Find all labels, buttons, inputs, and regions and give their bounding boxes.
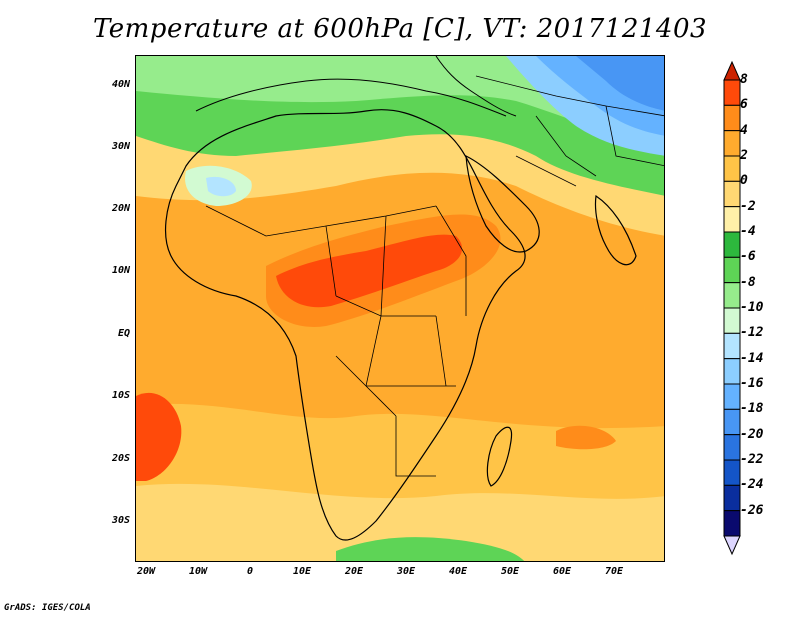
colorbar-swatch bbox=[723, 282, 741, 309]
country-borders bbox=[205, 205, 467, 477]
colorbar-tick-label: -20 bbox=[740, 426, 764, 442]
lat-label-40n: 40N bbox=[111, 79, 130, 90]
colorbar-tick-label: -22 bbox=[740, 452, 764, 467]
far-south-band bbox=[136, 483, 664, 561]
colorbar-tick-label: -26 bbox=[740, 502, 764, 518]
madagascar-coastline bbox=[486, 426, 513, 487]
colorbar-swatch bbox=[723, 358, 741, 385]
africa-coastline bbox=[165, 109, 526, 541]
colorbar-tick-label: 0 bbox=[740, 173, 748, 189]
colorbar-tick-label: -16 bbox=[740, 376, 764, 391]
lon-label-40e: 40E bbox=[448, 566, 468, 577]
colorbar-tick-label: 6 bbox=[740, 97, 748, 113]
colorbar-swatch bbox=[723, 104, 741, 132]
temperature-field bbox=[136, 56, 664, 561]
colorbar-swatch bbox=[723, 434, 741, 461]
lon-label-20w: 20W bbox=[136, 566, 156, 577]
colorbar-swatch bbox=[723, 307, 741, 334]
colorbar-swatch bbox=[723, 155, 741, 182]
colorbar-tick-label: 2 bbox=[740, 148, 748, 163]
central-hottest-region bbox=[276, 234, 463, 308]
colorbar-tick-label: -14 bbox=[740, 350, 764, 366]
colorbar-swatch bbox=[723, 484, 741, 512]
northwest-cold-core bbox=[206, 176, 236, 197]
colorbar-swatch bbox=[723, 231, 741, 258]
map-title: Temperature at 600hPa [C], VT: 201712140… bbox=[92, 14, 708, 44]
colorbar-swatch bbox=[723, 332, 741, 360]
colorbar-tick-label: -12 bbox=[740, 325, 764, 341]
colorbar-swatch bbox=[723, 408, 741, 436]
colorbar-tick-label: -2 bbox=[740, 198, 756, 214]
lon-label-0: 0 bbox=[246, 566, 254, 577]
south-cold-patch bbox=[336, 537, 525, 561]
southeast-warm-spot bbox=[556, 425, 616, 450]
temperature-map bbox=[135, 55, 665, 562]
grads-credit: GrADS: IGES/COLA bbox=[4, 603, 91, 613]
colorbar-tick-label: -8 bbox=[740, 274, 756, 290]
colorbar-bottom-arrow bbox=[723, 535, 741, 556]
colorbar-swatch bbox=[723, 180, 741, 208]
lon-label-70e: 70E bbox=[604, 566, 624, 577]
southwest-hot-spot bbox=[136, 392, 182, 481]
asia-borders bbox=[475, 75, 664, 187]
colorbar-tick-label: -10 bbox=[740, 300, 764, 315]
colorbar-swatch bbox=[723, 206, 741, 233]
colorbar-tick-label: -24 bbox=[740, 477, 764, 493]
colorbar-swatch bbox=[723, 383, 741, 410]
colorbar-tick-label: -6 bbox=[740, 249, 756, 265]
lon-label-20e: 20E bbox=[344, 566, 364, 577]
colorbar-tick-label: 4 bbox=[740, 122, 748, 138]
arabia-coastline bbox=[465, 154, 540, 253]
colorbar-tick-label: -18 bbox=[740, 401, 764, 417]
lon-label-10e: 10E bbox=[292, 566, 312, 577]
lat-label-10s: 10S bbox=[111, 390, 130, 401]
colorbar-top-arrow bbox=[723, 60, 741, 81]
northeast-coldest-region bbox=[576, 56, 664, 111]
lon-label-60e: 60E bbox=[552, 566, 572, 577]
europe-coastline bbox=[195, 78, 507, 117]
lon-label-10w: 10W bbox=[188, 566, 208, 577]
colorbar-tick-label: 8 bbox=[740, 72, 748, 87]
colorbar-swatch bbox=[723, 459, 741, 486]
lat-label-eq: EQ bbox=[117, 328, 130, 339]
black-sea-coast bbox=[435, 56, 517, 117]
colorbar-swatch bbox=[723, 510, 741, 537]
lat-label-30n: 30N bbox=[111, 141, 130, 152]
colorbar-swatch bbox=[723, 130, 741, 157]
colorbar-swatch bbox=[723, 79, 741, 106]
india-coastline bbox=[594, 194, 637, 266]
lon-label-30e: 30E bbox=[396, 566, 416, 577]
lat-label-10n: 10N bbox=[111, 265, 130, 276]
lat-label-20s: 20S bbox=[111, 453, 130, 464]
colorbar-tick-label: -4 bbox=[740, 224, 756, 239]
colorbar-swatch bbox=[723, 256, 741, 284]
lon-label-50e: 50E bbox=[500, 566, 520, 577]
lat-label-30s: 30S bbox=[111, 515, 130, 526]
lat-label-20n: 20N bbox=[111, 203, 130, 214]
